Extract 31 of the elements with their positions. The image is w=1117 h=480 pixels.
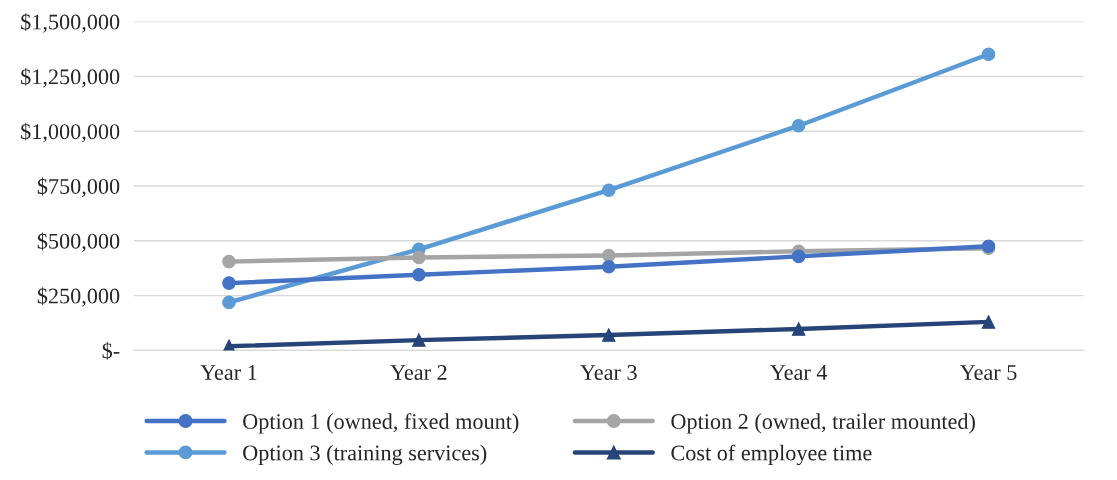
point [412,268,426,282]
x-tick-label: Year 4 [770,365,828,380]
y-tick-label: $- [102,342,120,360]
point [981,315,996,329]
point [222,276,236,290]
point [602,328,616,342]
legend-label: Option 3 (training services) [243,444,487,465]
y-tick-label: $1,250,000 [21,68,120,88]
y-tick-label: $750,000 [37,177,120,198]
point [981,47,996,62]
legend-label: Cost of employee time [671,444,872,466]
point [222,295,236,310]
point [412,250,426,265]
point [602,259,616,274]
legend-label: Option 2 (owned, trailer mounted) [671,413,975,434]
point [791,118,806,133]
point [791,249,806,264]
x-tick-label: Year 2 [390,364,447,380]
y-tick-label: $1,000,000 [21,122,120,143]
legend-label: Option 1 (owned, fixed mount) [243,413,519,434]
point [602,183,616,197]
y-tick-label: $250,000 [37,287,120,307]
point [222,254,236,269]
x-tick-label: Year 3 [580,364,637,380]
x-tick-label: Year 5 [959,365,1017,380]
y-tick-label: $1,500,000 [21,13,120,33]
point [791,322,806,336]
y-tick-label: $500,000 [37,232,120,252]
x-tick-label: Year 1 [200,365,257,380]
point [602,248,616,263]
point [412,333,426,347]
